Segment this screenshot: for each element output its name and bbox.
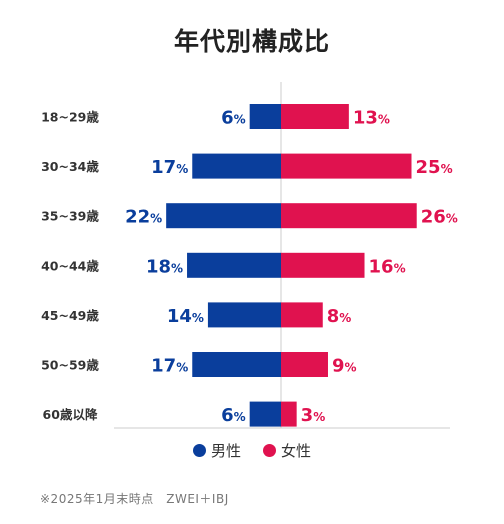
category-label: 45~49歳 bbox=[41, 308, 99, 323]
bar-female bbox=[281, 153, 412, 179]
bar-female bbox=[281, 401, 297, 427]
value-label-female: 9% bbox=[332, 356, 357, 377]
value-label-female: 26% bbox=[421, 207, 458, 228]
category-label: 50~59歳 bbox=[41, 358, 99, 373]
category-label: 30~34歳 bbox=[41, 159, 99, 174]
bar-male bbox=[249, 401, 281, 427]
bar-female bbox=[281, 252, 365, 278]
category-label: 40~44歳 bbox=[41, 258, 99, 273]
value-label-female: 16% bbox=[369, 256, 406, 277]
value-label-female: 25% bbox=[416, 157, 453, 178]
legend-label-female: 女性 bbox=[281, 442, 312, 460]
bar-female bbox=[281, 352, 328, 377]
legend-dot-female bbox=[263, 444, 276, 457]
value-label-male: 14% bbox=[167, 306, 204, 327]
bar-female bbox=[281, 104, 349, 129]
bar-male bbox=[249, 104, 281, 129]
value-label-male: 6% bbox=[221, 108, 246, 129]
source-note: ※2025年1月末時点 ZWEI＋IBJ bbox=[40, 492, 229, 506]
bar-male bbox=[207, 302, 281, 328]
bar-male bbox=[187, 252, 281, 278]
chart-title: 年代別構成比 bbox=[173, 27, 330, 56]
diverging-bar-chart: 18~29歳 6% 13% 30~34歳 17% 25% 35~39歳 22% 26% 40~44… bbox=[41, 82, 458, 429]
category-label: 60歳以降 bbox=[43, 407, 98, 422]
bar-male bbox=[192, 153, 281, 179]
value-label-female: 8% bbox=[327, 306, 352, 327]
value-label-male: 17% bbox=[151, 157, 188, 178]
value-label-male: 17% bbox=[151, 356, 188, 377]
bar-male bbox=[166, 203, 281, 229]
bar-male bbox=[192, 352, 281, 377]
legend-item-male: 男性 bbox=[192, 440, 241, 461]
bar-female bbox=[281, 302, 323, 328]
category-label: 35~39歳 bbox=[41, 209, 99, 224]
value-label-male: 22% bbox=[125, 207, 162, 228]
legend-label-male: 男性 bbox=[210, 442, 241, 460]
value-label-female: 3% bbox=[301, 405, 326, 426]
category-label: 18~29歳 bbox=[41, 110, 99, 125]
legend: 男性 女性 bbox=[0, 440, 504, 461]
legend-item-female: 女性 bbox=[263, 440, 311, 461]
value-label-female: 13% bbox=[353, 108, 390, 129]
value-label-male: 18% bbox=[146, 256, 183, 277]
value-label-male: 6% bbox=[221, 405, 246, 426]
bar-female bbox=[281, 203, 417, 229]
legend-dot-male bbox=[192, 444, 206, 457]
